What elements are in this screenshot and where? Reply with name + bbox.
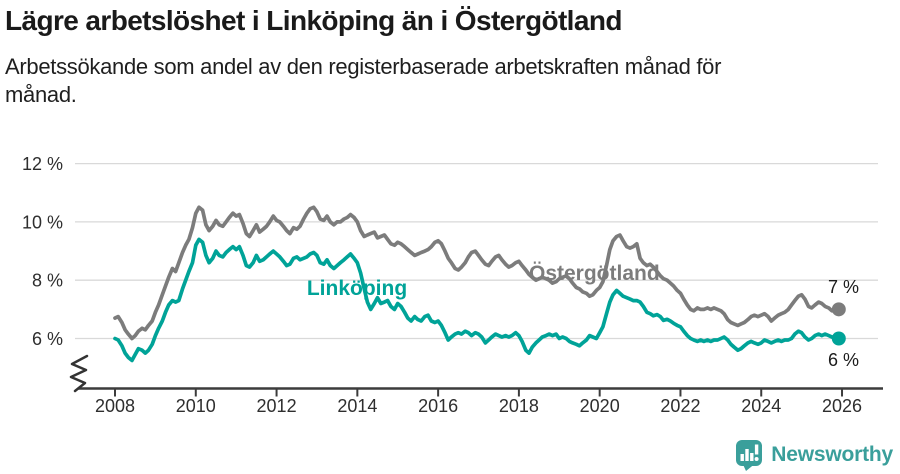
x-axis-tick-label: 2008 xyxy=(95,396,135,416)
y-axis-tick-label: 6 % xyxy=(32,329,63,349)
axis-break-icon xyxy=(69,354,89,393)
chart-header: Lägre arbetslöshet i Linköping än i Öste… xyxy=(5,4,895,109)
newsworthy-bubble-chart-icon xyxy=(736,440,763,471)
y-axis-tick-label: 8 % xyxy=(32,271,63,291)
end-value-label-linkoping: 6 % xyxy=(828,350,859,370)
gridlines xyxy=(75,162,878,340)
series-lines xyxy=(113,205,846,363)
chart-subtitle: Arbetssökande som andel av den registerb… xyxy=(5,53,722,107)
newsworthy-wordmark: Newsworthy xyxy=(771,443,893,466)
series-label-ostergotland: Östergötland xyxy=(529,262,660,285)
x-axis-tick-label: 2012 xyxy=(257,396,297,416)
page-title: Lägre arbetslöshet i Linköping än i Öste… xyxy=(5,5,622,36)
x-axis-tick-label: 2010 xyxy=(176,396,216,416)
x-axis-tick-label: 2020 xyxy=(580,396,620,416)
x-axis-tick-label: 2026 xyxy=(822,396,862,416)
series-label-linkoping: Linköping xyxy=(307,277,407,300)
series-line-östergötland xyxy=(113,205,841,341)
series-line-linköping xyxy=(113,237,841,363)
x-axis: 6 % 8 % 10 % 12 % 2008 2010 2012 2014 2016 2018 20… xyxy=(22,154,883,416)
y-axis-tick-label: 12 % xyxy=(22,154,63,174)
x-axis-tick-label: 2022 xyxy=(660,396,700,416)
end-dot-linköping xyxy=(831,331,846,346)
x-axis-tick-label: 2016 xyxy=(418,396,458,416)
end-value-label-ostergotland: 7 % xyxy=(828,277,859,297)
newsworthy-logo[interactable]: Newsworthy xyxy=(735,439,893,471)
x-axis-tick-label: 2018 xyxy=(499,396,539,416)
y-axis-tick-label: 10 % xyxy=(22,212,63,232)
x-axis-tick-label: 2024 xyxy=(741,396,781,416)
x-axis-tick-label: 2014 xyxy=(337,396,377,416)
end-dot-östergötland xyxy=(831,302,846,317)
